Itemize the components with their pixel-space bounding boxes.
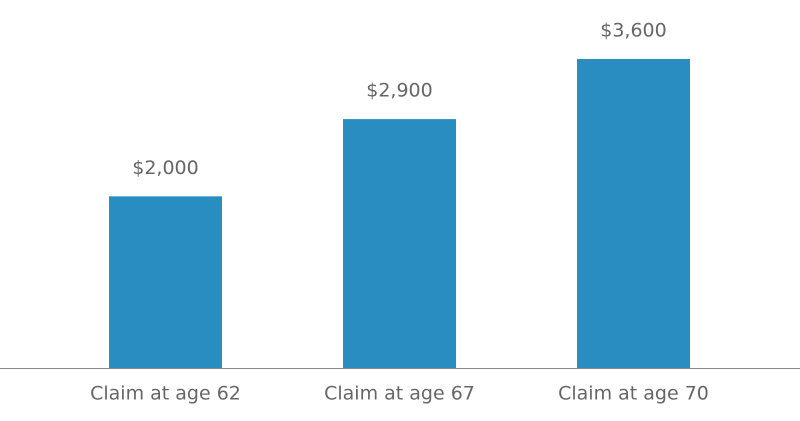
bar xyxy=(109,196,222,368)
x-tick-label: Claim at age 62 xyxy=(90,383,241,405)
value-label: $2,900 xyxy=(366,80,432,102)
bar xyxy=(343,119,456,368)
bar xyxy=(577,59,690,368)
x-tick-label: Claim at age 70 xyxy=(558,383,709,405)
value-label: $2,000 xyxy=(132,157,198,179)
value-label: $3,600 xyxy=(600,20,666,42)
x-tick-label: Claim at age 67 xyxy=(324,383,475,405)
